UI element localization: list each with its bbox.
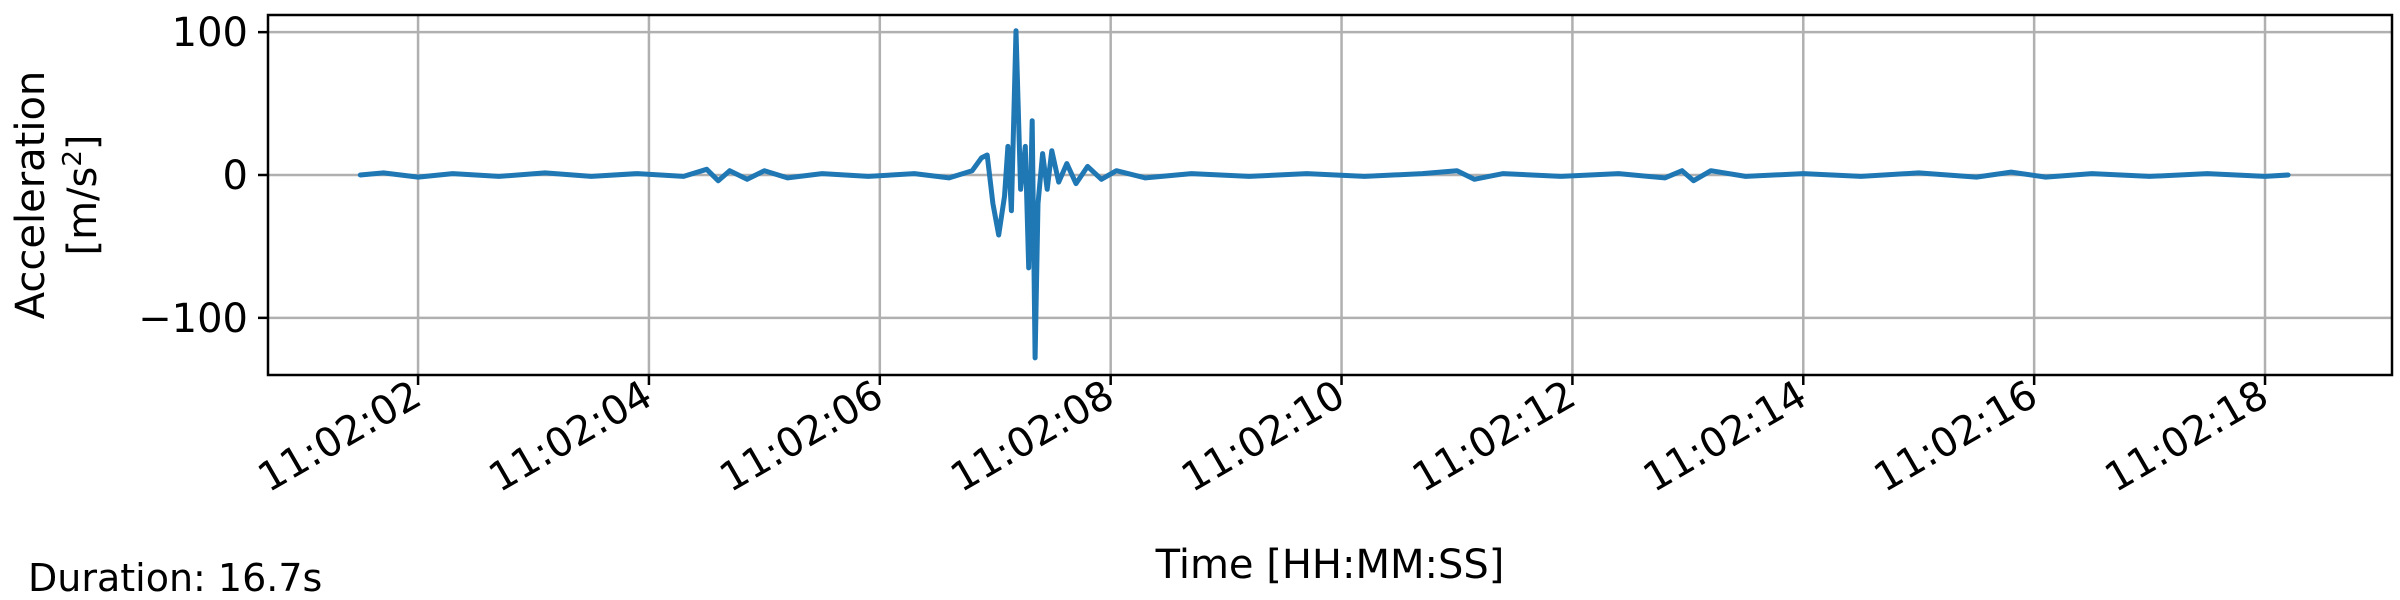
y-tick-labels: 100 0 −100 <box>138 10 248 342</box>
y-axis-label-unit-suffix: ] <box>60 134 106 150</box>
x-tick-label: 11:02:12 <box>1405 372 1584 502</box>
y-tick-label: 0 <box>223 153 248 199</box>
x-tick-label: 11:02:02 <box>250 372 429 502</box>
data-layer <box>357 28 2291 361</box>
x-tick-label: 11:02:18 <box>2097 372 2276 502</box>
grid-lines <box>268 15 2392 375</box>
y-axis-label-line1: Acceleration <box>8 71 54 320</box>
x-tick-label: 11:02:08 <box>943 372 1122 502</box>
y-axis-label-unit-exponent: 2 <box>58 150 88 167</box>
x-axis-label: Time [HH:MM:SS] <box>1155 542 1505 588</box>
x-tick-label: 11:02:16 <box>1867 372 2046 502</box>
x-tick-label: 11:02:14 <box>1636 372 1815 502</box>
y-axis-label: Acceleration [m/s2] <box>8 71 106 320</box>
x-tick-label: 11:02:06 <box>712 372 891 502</box>
axis-ticks <box>258 30 2267 385</box>
y-axis-label-line2: [m/s2] <box>58 134 106 255</box>
plot-frame <box>266 13 2394 377</box>
acceleration-series-line <box>357 28 2291 361</box>
x-tick-label: 11:02:04 <box>481 372 660 502</box>
x-tick-label: 11:02:10 <box>1174 372 1353 502</box>
y-tick-label: 100 <box>172 10 248 56</box>
duration-text: Duration: 16.7s <box>28 556 323 600</box>
x-tick-labels: 11:02:02 11:02:04 11:02:06 11:02:08 11:02:10… <box>250 372 2276 502</box>
y-tick-label: −100 <box>138 296 248 342</box>
y-axis-label-unit-prefix: [m/s <box>60 167 106 256</box>
